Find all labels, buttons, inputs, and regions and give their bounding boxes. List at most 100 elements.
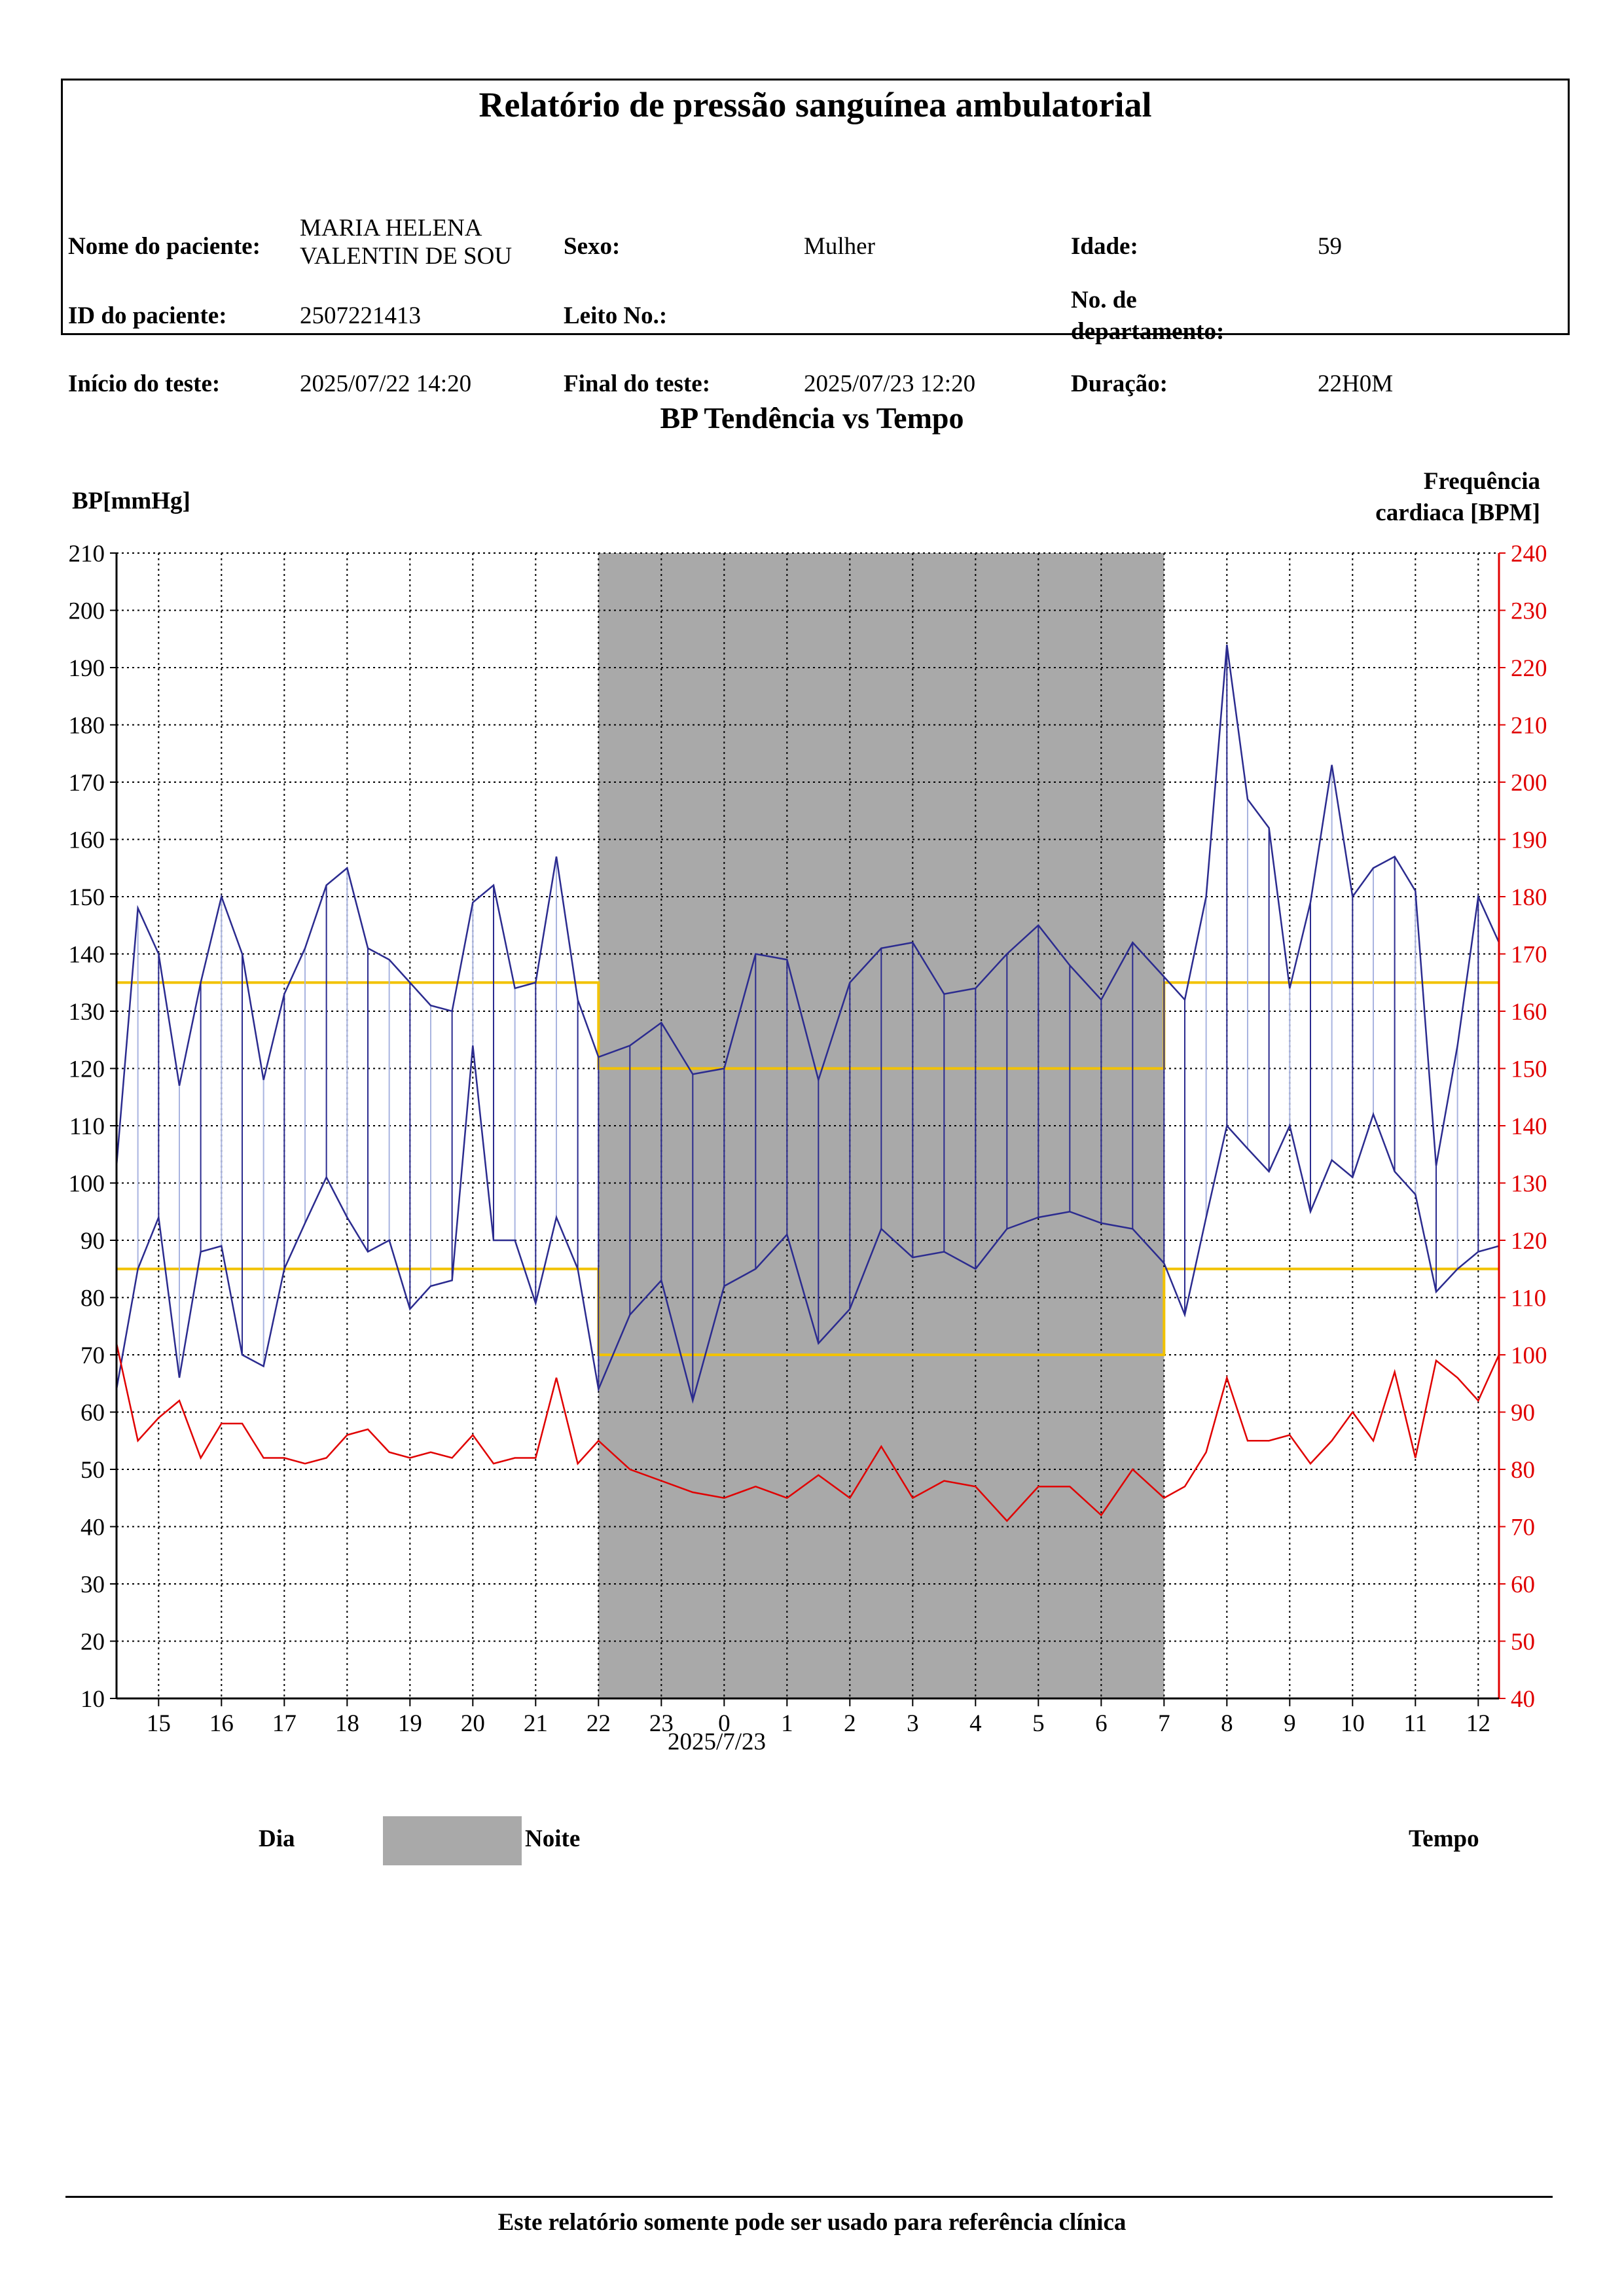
y2-tick-label: 150 [1511, 1056, 1547, 1083]
x-tick-label: 1 [781, 1710, 793, 1737]
sex-value: Mulher [804, 233, 875, 260]
x-tick-label: 10 [1341, 1710, 1365, 1737]
duration-label: Duração: [1071, 370, 1168, 397]
y-tick-label: 90 [81, 1228, 105, 1255]
x-tick-label: 15 [147, 1710, 171, 1737]
y2-tick-label: 170 [1511, 942, 1547, 969]
y-tick-label: 20 [81, 1629, 105, 1656]
date-label: 2025/7/23 [668, 1729, 767, 1755]
y-axis-label: BP[mmHg] [72, 488, 190, 514]
legend-night-swatch [383, 1816, 522, 1865]
bp-trend-chart: 1020304050607080901001101201301401501601… [69, 541, 1547, 1737]
y2-tick-label: 140 [1511, 1113, 1547, 1140]
diastolic-series-line [115, 1045, 1500, 1404]
y2-tick-label: 50 [1511, 1629, 1535, 1656]
end-value: 2025/07/23 12:20 [804, 370, 976, 397]
x-tick-label: 7 [1158, 1710, 1170, 1737]
y2-tick-label: 160 [1511, 999, 1547, 1026]
x-tick-label: 9 [1284, 1710, 1296, 1737]
y2-tick-label: 90 [1511, 1400, 1535, 1427]
x-axis-ticks: 15 16 17 18 19 20 21 22 23 0 1 2 3 4 5 6 7 8 9 10 11 12 [147, 1698, 1490, 1737]
start-value: 2025/07/22 14:20 [300, 370, 472, 397]
end-label: Final do teste: [564, 370, 711, 397]
chart-title: BP Tendência vs Tempo [660, 401, 964, 435]
x-tick-label: 5 [1032, 1710, 1045, 1737]
diastolic-threshold-line [117, 1267, 1499, 1356]
y-tick-label: 10 [81, 1686, 105, 1713]
footer-note: Este relatório somente pode ser usado pa… [497, 2209, 1127, 2236]
x-tick-label: 8 [1221, 1710, 1233, 1737]
y2-tick-label: 60 [1511, 1571, 1535, 1598]
y-tick-label: 120 [69, 1056, 105, 1083]
age-value: 59 [1318, 233, 1342, 260]
y2-tick-label: 180 [1511, 884, 1547, 911]
y2-tick-label: 70 [1511, 1515, 1535, 1541]
x-tick-label: 6 [1095, 1710, 1108, 1737]
y-tick-label: 50 [81, 1457, 105, 1484]
report-title: Relatório de pressão sanguínea ambulator… [478, 85, 1152, 124]
x-tick-label: 11 [1403, 1710, 1427, 1737]
x-tick-label: 4 [969, 1710, 982, 1737]
y-tick-label: 80 [81, 1285, 105, 1312]
x-tick-label: 16 [209, 1710, 234, 1737]
y-tick-label: 210 [69, 541, 105, 567]
patient-name-value-line1: MARIA HELENA [300, 215, 482, 242]
y-tick-label: 140 [69, 942, 105, 969]
legend-night: Noite [525, 1825, 581, 1852]
patient-name-value-line2: VALENTIN DE SOU [300, 243, 513, 270]
x-tick-label: 3 [907, 1710, 919, 1737]
y-tick-label: 60 [81, 1400, 105, 1427]
x-tick-label: 2 [844, 1710, 856, 1737]
bed-label: Leito No.: [564, 302, 668, 329]
dept-label-line1: No. de [1071, 287, 1137, 314]
y2-tick-label: 80 [1511, 1457, 1535, 1484]
footer-divider [65, 2196, 1553, 2198]
x-tick-label: 0 [718, 1710, 731, 1737]
y-tick-label: 160 [69, 827, 105, 854]
y2-tick-label: 230 [1511, 598, 1547, 625]
sex-label: Sexo: [564, 233, 621, 260]
y2-axis-ticks: 40 50 60 70 80 90 100 110 120 130 140 150 160 170 180 1… [1499, 541, 1547, 1713]
patient-name-label: Nome do paciente: [68, 233, 261, 260]
series-lines [115, 644, 1500, 1522]
legend-time: Tempo [1409, 1825, 1479, 1852]
report-header: Relatório de pressão sanguínea ambulator… [61, 79, 1570, 397]
y-tick-label: 150 [69, 884, 105, 911]
y-tick-label: 30 [81, 1571, 105, 1598]
y-tick-label: 70 [81, 1342, 105, 1369]
x-tick-label: 20 [461, 1710, 485, 1737]
y2-tick-label: 40 [1511, 1686, 1535, 1713]
y2-tick-label: 110 [1511, 1285, 1546, 1312]
x-tick-label: 19 [398, 1710, 422, 1737]
y2-tick-label: 240 [1511, 541, 1547, 567]
x-tick-label: 22 [586, 1710, 611, 1737]
heart-rate-series-line [115, 1343, 1500, 1522]
y-tick-label: 40 [81, 1515, 105, 1541]
y2-tick-label: 130 [1511, 1171, 1547, 1198]
y2-tick-label: 210 [1511, 713, 1547, 740]
patient-id-label: ID do paciente: [68, 302, 227, 329]
y-tick-label: 170 [69, 770, 105, 797]
legend-day: Dia [259, 1825, 295, 1852]
dept-label-line2: departamento: [1071, 318, 1225, 345]
y-tick-label: 110 [69, 1113, 105, 1140]
x-tick-label: 12 [1466, 1710, 1490, 1737]
y-axis-ticks: 10 20 30 40 50 60 70 80 90 100 110 120 130 140 150 160 1… [69, 541, 117, 1713]
grid-lines [117, 552, 1499, 1699]
x-tick-label: 17 [272, 1710, 297, 1737]
start-label: Início do teste: [68, 370, 221, 397]
systolic-series-line [115, 644, 1500, 1166]
y2-axis-label-line2: cardiaca [BPM] [1375, 499, 1540, 526]
y2-tick-label: 190 [1511, 827, 1547, 854]
y-tick-label: 200 [69, 598, 105, 625]
x-tick-label: 18 [335, 1710, 359, 1737]
y2-axis-label-line1: Frequência [1423, 468, 1540, 495]
age-label: Idade: [1071, 233, 1138, 260]
duration-value: 22H0M [1318, 370, 1394, 397]
patient-id-value: 2507221413 [300, 302, 421, 329]
y2-tick-label: 120 [1511, 1228, 1547, 1255]
x-tick-label: 21 [524, 1710, 548, 1737]
y-tick-label: 190 [69, 655, 105, 682]
y2-tick-label: 220 [1511, 655, 1547, 682]
bp-drop-lines [116, 645, 1500, 1401]
